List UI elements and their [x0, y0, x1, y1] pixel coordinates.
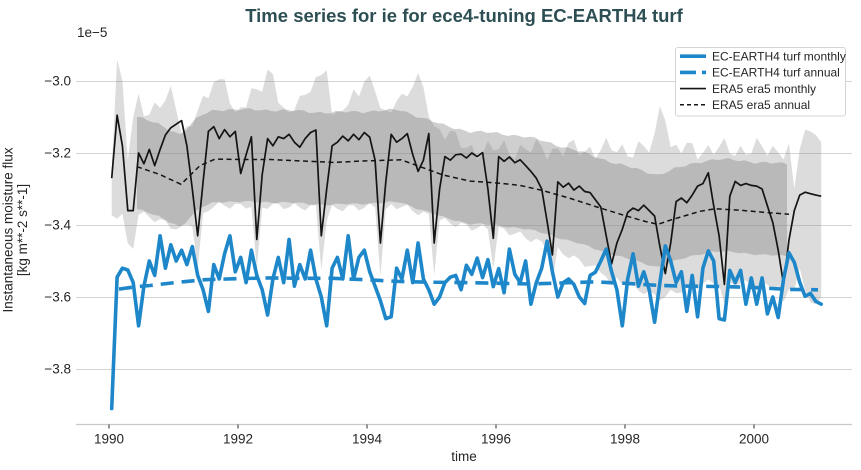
svg-text:1e−5: 1e−5	[77, 25, 107, 40]
svg-text:EC-EARTH4 turf monthly: EC-EARTH4 turf monthly	[712, 50, 846, 64]
svg-text:−3.4: −3.4	[44, 218, 71, 233]
svg-text:1992: 1992	[223, 432, 253, 447]
svg-text:1994: 1994	[352, 432, 383, 447]
svg-text:time: time	[451, 449, 477, 464]
svg-text:ERA5 era5 monthly: ERA5 era5 monthly	[712, 82, 816, 96]
svg-text:1998: 1998	[610, 432, 640, 447]
svg-text:1990: 1990	[94, 432, 124, 447]
svg-text:[kg m**-2 s**-1]: [kg m**-2 s**-1]	[15, 184, 30, 276]
svg-text:EC-EARTH4 turf annual: EC-EARTH4 turf annual	[712, 66, 840, 80]
svg-text:Instantaneous moisture flux: Instantaneous moisture flux	[1, 147, 16, 312]
svg-text:−3.6: −3.6	[44, 290, 71, 305]
svg-text:1996: 1996	[481, 432, 511, 447]
svg-text:−3.0: −3.0	[44, 74, 71, 89]
svg-text:2000: 2000	[739, 432, 769, 447]
svg-text:ERA5 era5 annual: ERA5 era5 annual	[712, 98, 810, 112]
svg-text:Time series for ie for ece4-tu: Time series for ie for ece4-tuning EC-EA…	[245, 5, 683, 26]
svg-text:−3.8: −3.8	[44, 362, 71, 377]
svg-text:−3.2: −3.2	[44, 146, 71, 161]
